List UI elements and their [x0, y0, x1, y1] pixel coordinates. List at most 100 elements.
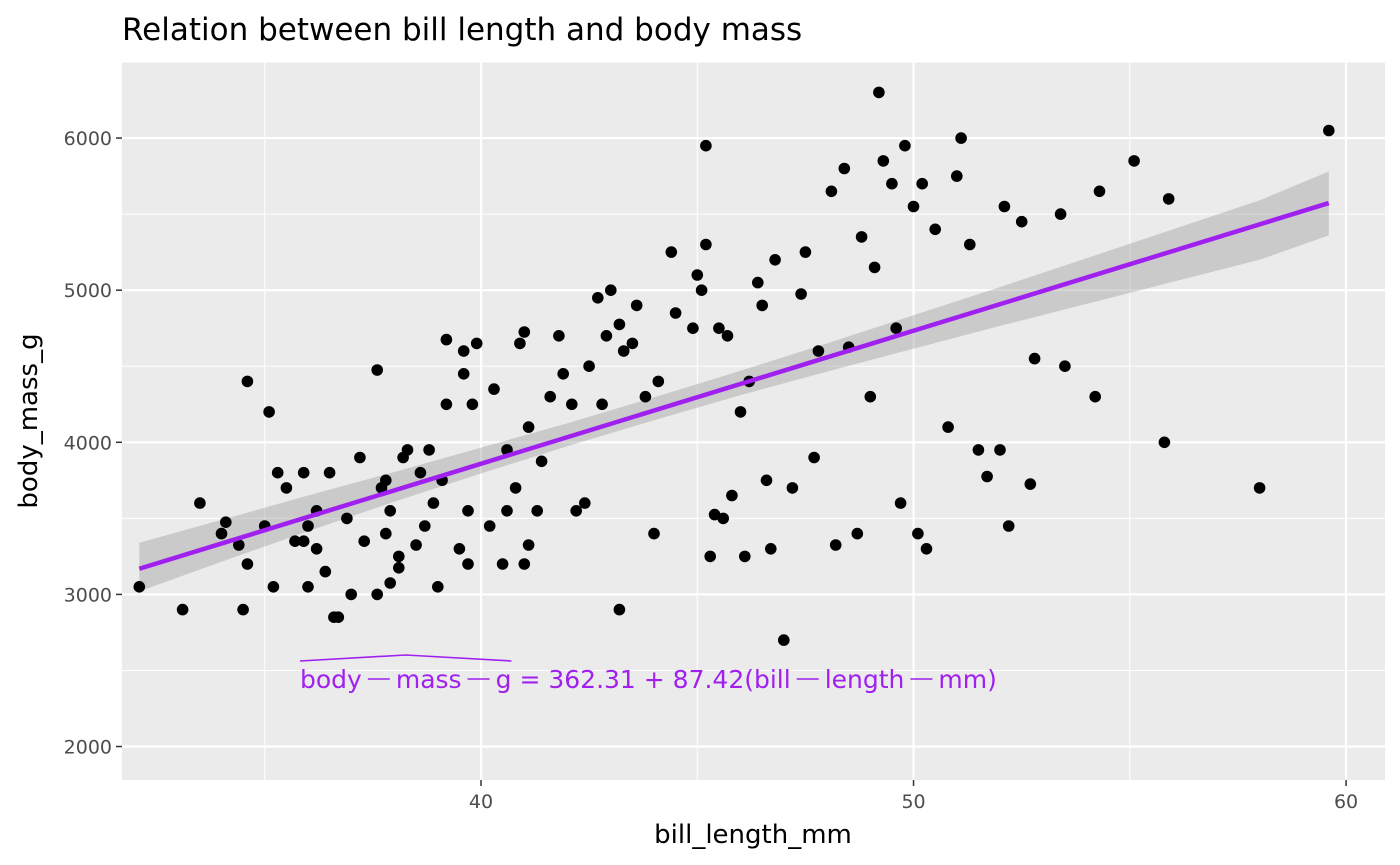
equation-part: mm): [938, 665, 996, 694]
data-point: [1323, 124, 1335, 137]
data-point: [873, 86, 885, 99]
data-point: [951, 170, 963, 182]
data-point: [371, 364, 384, 376]
equation-part: g: [496, 665, 512, 694]
data-point: [501, 505, 513, 517]
data-point: [488, 383, 500, 395]
data-point: [630, 299, 643, 312]
data-point: [929, 223, 941, 236]
data-point: [380, 474, 392, 487]
data-point: [509, 482, 522, 494]
data-point: [332, 611, 345, 623]
equation-text: body mass g = 362.31 + 87.42(bill length mm): [300, 665, 997, 694]
data-point: [354, 451, 366, 464]
data-point: [877, 155, 890, 167]
data-point: [302, 581, 314, 593]
data-point: [886, 177, 898, 190]
data-point: [1089, 390, 1101, 403]
regression-line: [138, 200, 1330, 571]
data-point: [786, 482, 799, 494]
data-point: [271, 466, 284, 479]
data-point: [427, 497, 440, 509]
data-point: [522, 421, 535, 433]
data-point: [1253, 482, 1266, 494]
data-point: [1015, 215, 1028, 228]
data-point: [864, 390, 877, 403]
data-point: [955, 132, 967, 144]
data-point: [345, 588, 358, 601]
data-point: [639, 390, 652, 403]
data-point: [851, 527, 864, 540]
data-point: [907, 200, 920, 213]
data-point: [194, 497, 206, 509]
data-point: [756, 299, 768, 312]
data-point: [535, 455, 548, 468]
data-point: [297, 466, 310, 479]
data-point: [241, 558, 254, 570]
data-point: [410, 539, 422, 551]
data-point: [496, 558, 509, 570]
data-point: [440, 398, 453, 411]
data-point: [302, 520, 314, 532]
data-point: [267, 581, 280, 593]
data-point: [1128, 155, 1140, 167]
data-point: [462, 505, 474, 517]
equation-part: length: [825, 665, 905, 694]
data-point: [652, 375, 665, 388]
data-point: [613, 318, 626, 331]
data-point: [557, 368, 569, 380]
data-point: [319, 565, 332, 578]
x-axis-title: bill_length_mm: [654, 820, 852, 850]
data-point: [393, 562, 405, 574]
data-point: [583, 360, 595, 373]
data-point: [981, 470, 993, 483]
data-point: [1162, 193, 1175, 205]
data-point: [669, 307, 682, 319]
data-point: [1059, 360, 1071, 373]
data-point: [704, 550, 716, 563]
data-point: [994, 444, 1006, 456]
data-point: [829, 539, 842, 551]
data-point: [380, 527, 392, 540]
y-tick-label: 6000: [64, 128, 112, 150]
data-point: [553, 330, 565, 342]
data-point: [596, 398, 608, 411]
data-point: [215, 527, 228, 540]
data-point: [518, 558, 531, 570]
data-point: [687, 322, 699, 335]
confidence-band: [139, 171, 1329, 592]
data-point: [717, 512, 729, 525]
y-axis-title: body_mass_g: [14, 333, 44, 508]
data-point: [808, 451, 820, 464]
data-point: [393, 550, 405, 563]
data-point: [531, 505, 543, 517]
data-point: [795, 288, 807, 300]
data-point: [700, 139, 712, 152]
data-point: [769, 253, 781, 266]
data-point: [466, 398, 479, 411]
data-point: [1093, 185, 1106, 198]
data-point: [899, 139, 911, 152]
data-point: [544, 390, 556, 403]
data-point: [401, 444, 414, 456]
data-point: [592, 292, 604, 304]
data-point: [613, 603, 626, 616]
data-point: [280, 482, 293, 494]
data-point: [384, 505, 397, 517]
data-point: [220, 516, 232, 528]
data-point: [912, 527, 924, 540]
data-point: [440, 333, 453, 346]
data-point: [855, 231, 868, 243]
data-point: [432, 581, 444, 593]
data-point: [341, 512, 353, 525]
y-tick-label: 5000: [64, 280, 112, 302]
plot-area: 2000 3000 4000 5000 6000 40 50 60: [64, 61, 1385, 813]
data-point: [964, 238, 976, 251]
data-point: [760, 474, 773, 487]
equation-annotation: body mass g = 362.31 + 87.42(bill length mm): [299, 654, 997, 694]
data-point: [483, 520, 496, 532]
x-tick-label: 60: [1334, 791, 1358, 813]
data-point: [310, 543, 323, 555]
data-point: [734, 406, 747, 418]
data-point: [778, 634, 790, 646]
